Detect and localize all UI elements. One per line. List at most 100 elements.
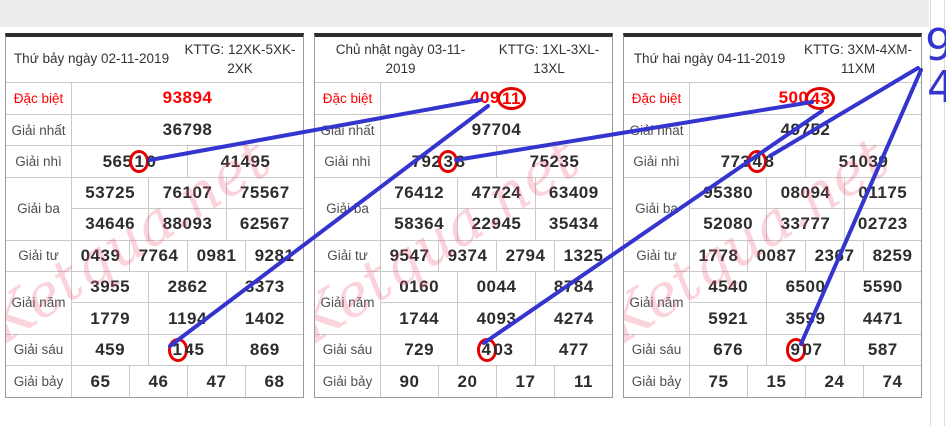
prize-value: 24 [805, 366, 863, 397]
prize-value: 9547 [389, 245, 430, 265]
prize-value: 0439 [80, 245, 121, 265]
prize-values: 93894 [72, 83, 303, 114]
prize-row: Giải sáu 676 9 07 587 [624, 333, 921, 366]
prize-value: 3373 [225, 272, 303, 303]
kttg-label: KTTG: 12XK-5XK-2XK [184, 42, 296, 76]
prize-value: 0160 [399, 277, 440, 297]
prize-value: 51039 [805, 146, 921, 178]
prize-row: Giải bảy 90 20 17 11 [315, 365, 612, 397]
prize-row: Giải tư 9547 9374 2794 1325 [315, 239, 612, 272]
prize-subrow: 90 20 17 11 [381, 366, 612, 397]
prize-value: 90 [399, 371, 420, 391]
prize-value: 88093 [148, 209, 225, 240]
prize-value: 0044 [457, 272, 534, 303]
prize-value: 729 [404, 339, 435, 359]
prize-value: 15 [747, 366, 805, 397]
prize-label: Giải tư [6, 240, 72, 272]
prize-subrow: 676 9 07 587 [690, 334, 921, 366]
prize-label: Giải sáu [315, 334, 381, 366]
prize-value: 4274 [534, 303, 612, 334]
digit-circle: 1 [129, 150, 150, 174]
prize-values: 97704 [381, 115, 612, 146]
prize-value: 1325 [554, 240, 612, 272]
prize-value: 587 [843, 334, 921, 366]
prize-subrow: 53725 76107 75567 [72, 178, 303, 209]
prize-row: Giải ba 76412 47724 63409 58364 22945 35434 [315, 177, 612, 240]
prize-value: 33777 [766, 209, 843, 240]
prize-value: 34646 [85, 214, 136, 234]
prize-values: 76412 47724 63409 58364 22945 35434 [381, 178, 612, 240]
prize-row: Giải tư 0439 7764 0981 9281 [6, 239, 303, 272]
prediction-digit-top: 9 [925, 20, 946, 71]
prize-row: Đặc biệt 500 43 [624, 82, 921, 114]
prize-values: 565 1 0 41495 [72, 146, 303, 178]
prize-value: 3955 [90, 277, 131, 297]
prize-value: 0981 [187, 240, 245, 272]
prize-value: 75235 [496, 146, 612, 178]
prize-value: 52080 [703, 214, 754, 234]
prize-value: 9374 [438, 240, 496, 272]
prize-row: Giải nhì 792 3 8 75235 [315, 145, 612, 178]
prize-value: 49752 [780, 120, 831, 140]
page-divider-line [930, 0, 931, 426]
prize-subrow: 409 11 [381, 83, 612, 114]
prize-value: 869 [225, 334, 303, 366]
prize-subrow: 773 4 8 51039 [690, 146, 921, 178]
prize-value: 9281 [245, 240, 303, 272]
prize-row: Giải ba 95380 08094 01175 52080 33777 02723 [624, 177, 921, 240]
lottery-table: Chủ nhật ngày 03-11-2019 KTTG: 1XL-3XL-13… [314, 33, 613, 398]
prize-value: 477 [534, 334, 612, 366]
prize-label: Giải bảy [315, 366, 381, 397]
prize-value: 97704 [471, 120, 522, 140]
prize-values: 4540 6500 5590 5921 3599 4471 [690, 272, 921, 334]
prize-values: 49752 [690, 115, 921, 146]
prize-label: Giải nhì [6, 146, 72, 178]
prize-values: 792 3 8 75235 [381, 146, 612, 178]
prize-subrow: 9547 9374 2794 1325 [381, 240, 612, 272]
prize-value: 5921 [708, 308, 749, 328]
prize-values: 459 1 45 869 [72, 334, 303, 366]
prize-subrow: 1778 0087 2367 8259 [690, 240, 921, 272]
prize-value: 58364 [394, 214, 445, 234]
prize-subrow: 49752 [690, 115, 921, 146]
prize-value: 0087 [747, 240, 805, 272]
prize-value: 53725 [85, 183, 136, 203]
prize-label: Giải bảy [624, 366, 690, 397]
prize-values: 409 11 [381, 83, 612, 114]
prize-value: 4471 [843, 303, 921, 334]
prize-row: Giải ba 53725 76107 75567 34646 88093 62567 [6, 177, 303, 240]
prize-value: 95380 [703, 183, 754, 203]
table-header: Thứ hai ngày 04-11-2019 KTTG: 3XM-4XM-11X… [624, 37, 921, 82]
prize-subrow: 565 1 0 41495 [72, 146, 303, 178]
digit-circle: 4 [747, 150, 768, 174]
prize-value: 8259 [863, 240, 921, 272]
prize-value: 1779 [90, 308, 131, 328]
prize-value: 62567 [225, 209, 303, 240]
date-title: Thứ bảy ngày 02-11-2019 [13, 51, 170, 67]
prize-subrow: 500 43 [690, 83, 921, 114]
prize-value: 3599 [766, 303, 843, 334]
prize-value: 4093 [457, 303, 534, 334]
kttg-label: KTTG: 1XL-3XL-13XL [498, 42, 600, 76]
prize-value: 1778 [698, 245, 739, 265]
prize-value: 22945 [457, 209, 534, 240]
prize-value: 2367 [805, 240, 863, 272]
date-title: Thứ hai ngày 04-11-2019 [633, 51, 786, 67]
prize-row: Giải nhất 97704 [315, 113, 612, 146]
prize-values: 53725 76107 75567 34646 88093 62567 [72, 178, 303, 240]
prize-values: 9547 9374 2794 1325 [381, 240, 612, 272]
prize-row: Giải sáu 729 4 03 477 [315, 333, 612, 366]
prize-values: 676 9 07 587 [690, 334, 921, 366]
prize-label: Giải sáu [624, 334, 690, 366]
prize-value: 676 [713, 339, 744, 359]
prize-label: Giải tư [624, 240, 690, 272]
prize-value: 20 [438, 366, 496, 397]
prize-label: Giải nhất [6, 114, 72, 146]
prize-label: Giải bảy [6, 366, 72, 397]
prize-value: 1402 [225, 303, 303, 334]
prize-value: 41495 [187, 146, 303, 178]
prize-values: 36798 [72, 115, 303, 146]
prize-values: 1778 0087 2367 8259 [690, 240, 921, 272]
prize-subrow: 93894 [72, 83, 303, 114]
prize-row: Giải năm 3955 2862 3373 1779 1194 1402 [6, 271, 303, 334]
